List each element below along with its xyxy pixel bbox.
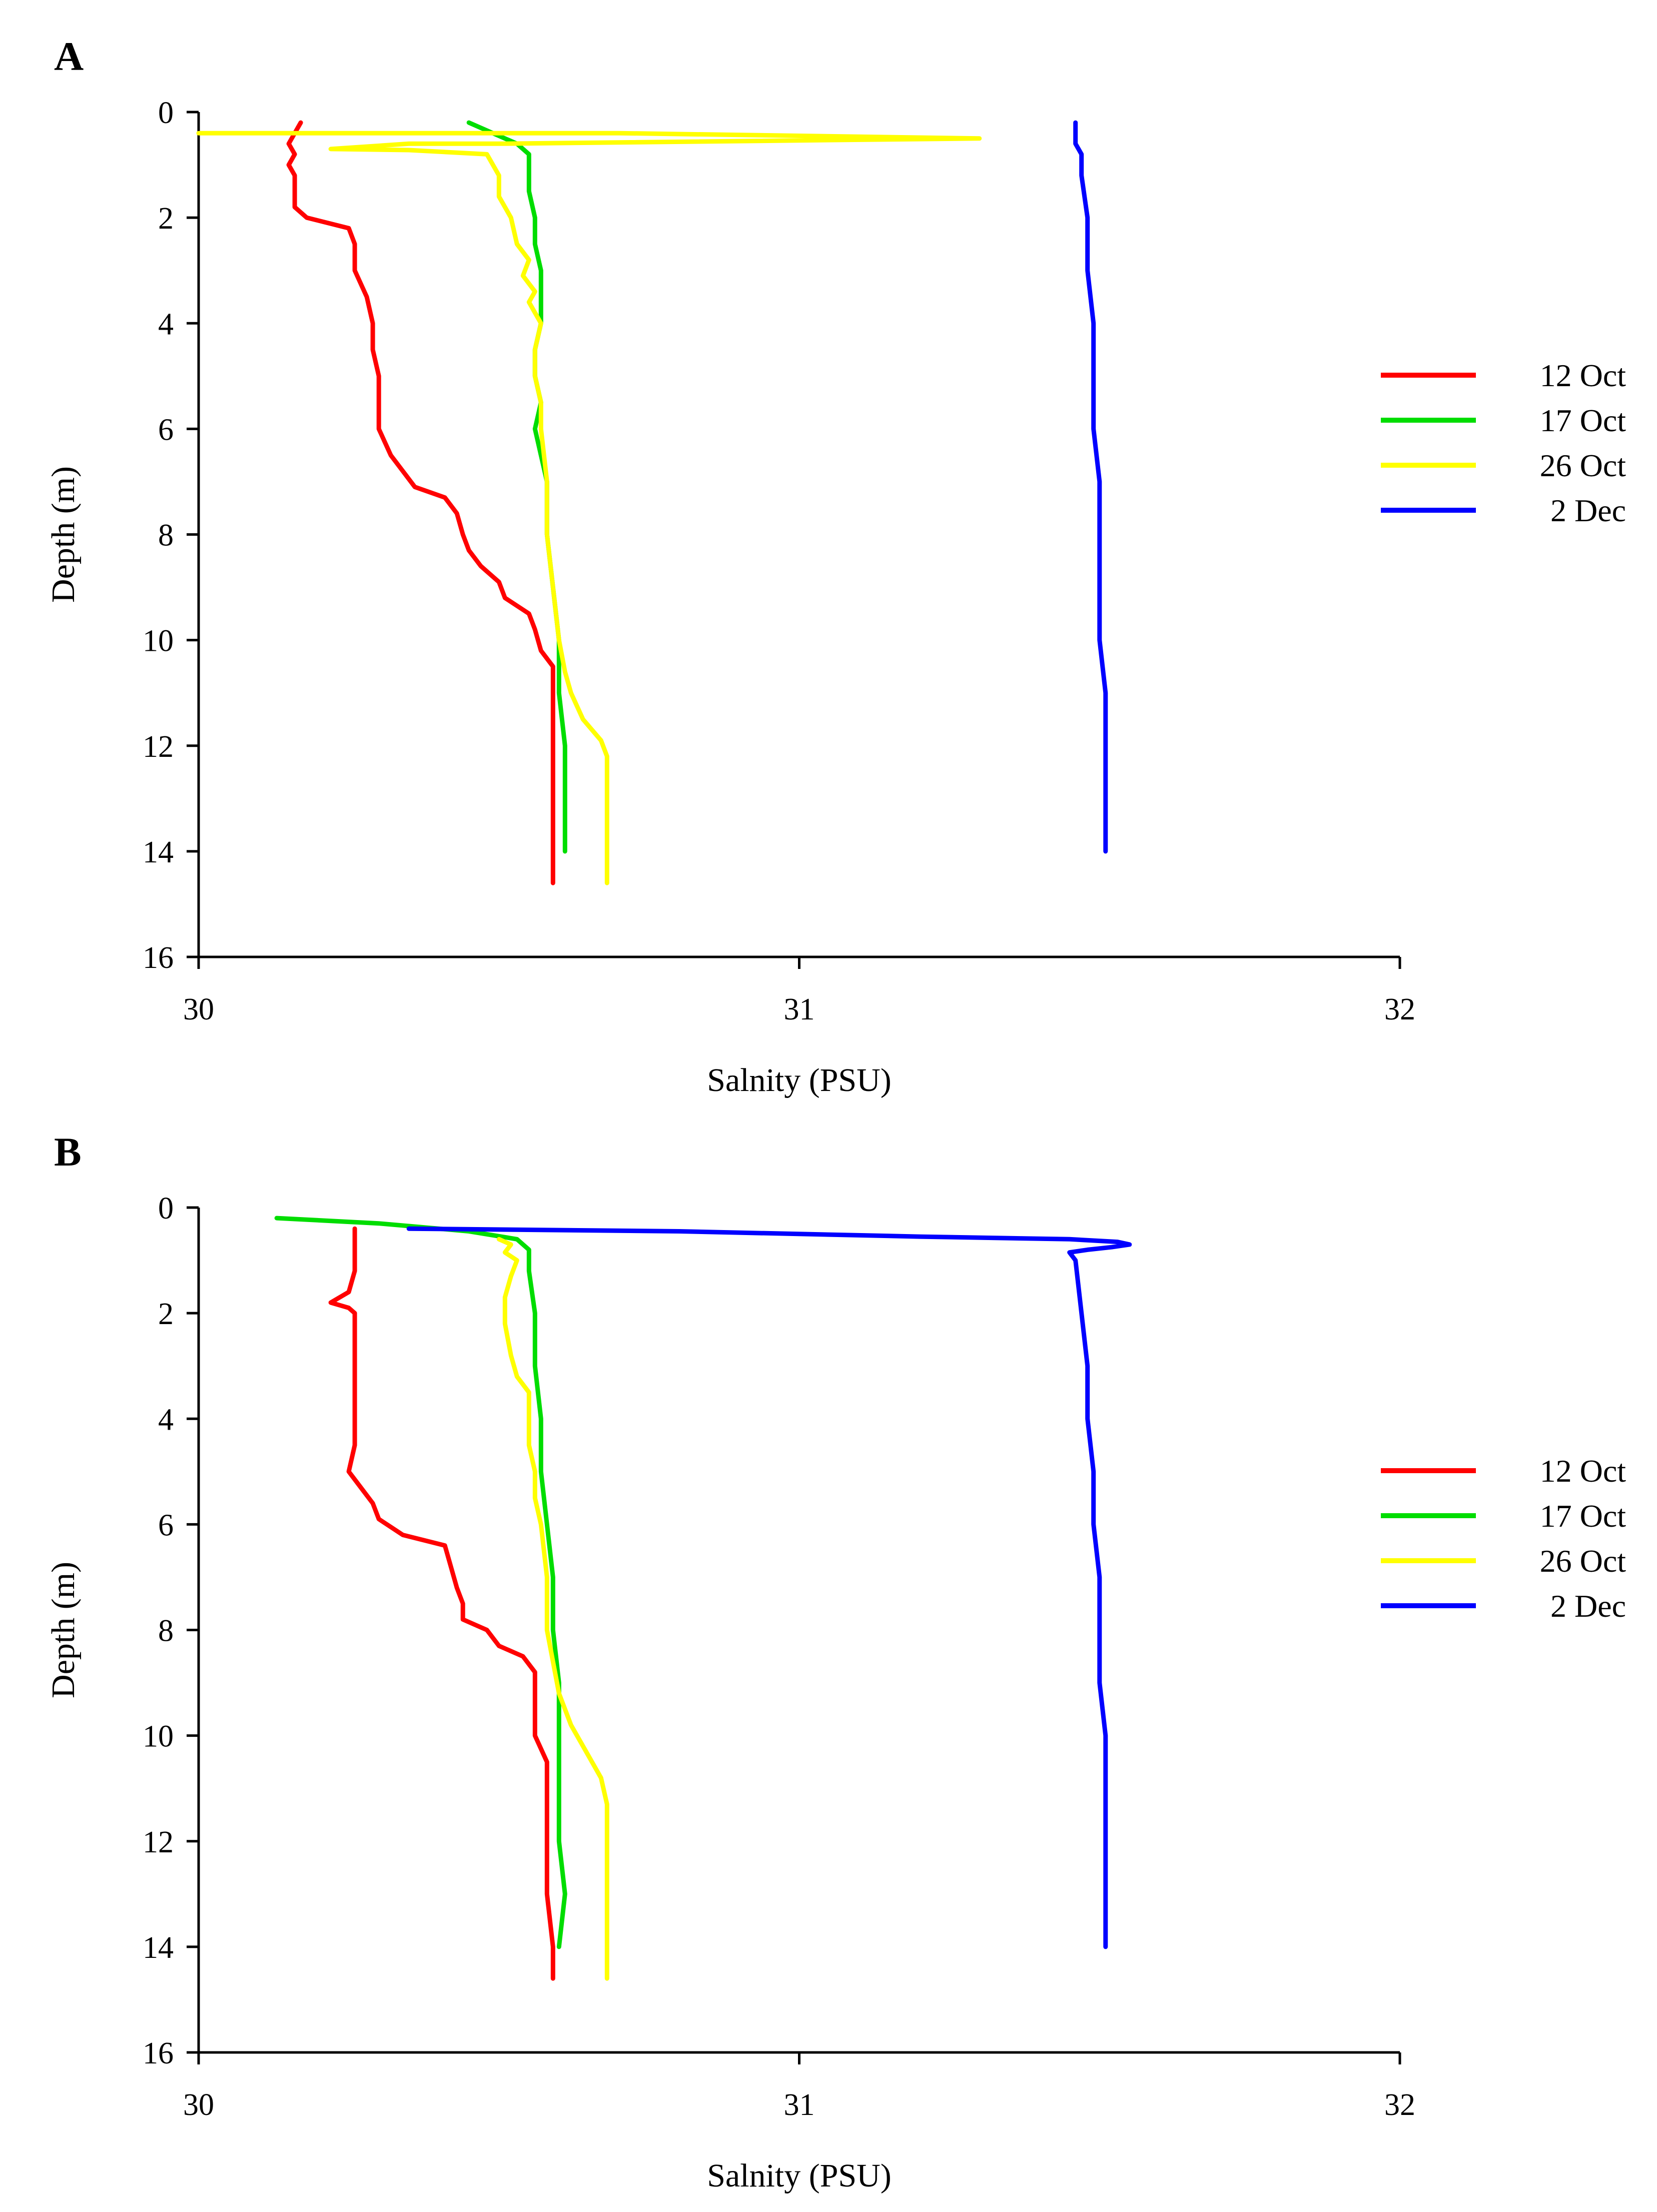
x-tick-label: 31 [784, 2088, 815, 2122]
y-tick-label: 14 [143, 835, 174, 869]
panel-label: B [54, 1129, 82, 1175]
y-tick-label: 10 [143, 1720, 174, 1754]
x-tick-label: 32 [1384, 2088, 1415, 2122]
y-tick-label: 16 [143, 941, 174, 975]
legend: 12 Oct 17 Oct 26 Oct 2 Dec [1381, 1453, 1626, 1624]
y-tick-label: 4 [158, 307, 174, 341]
series-line-12-oct [286, 120, 555, 885]
legend-label: 2 Dec [1550, 1588, 1626, 1624]
series-line-2-dec [406, 1226, 1132, 1949]
y-tick-label: 8 [158, 1614, 174, 1648]
series-line-17-oct [274, 1216, 567, 1949]
x-tick-label: 30 [183, 992, 214, 1026]
y-tick-label: 0 [158, 1192, 174, 1226]
x-tick-label: 31 [784, 992, 815, 1026]
y-tick-label: 14 [143, 1931, 174, 1965]
series-line-12-oct [328, 1226, 555, 1981]
chart-panel-a: A 0 2 4 6 8 10 12 14 16 30 31 32 Salnity (PSU) Depth (… [45, 34, 1626, 1098]
y-tick-label: 4 [158, 1403, 174, 1437]
y-tick-label: 2 [158, 202, 174, 236]
y-tick-label: 6 [158, 1508, 174, 1542]
series-line-2-dec [1073, 120, 1108, 854]
y-tick-label: 8 [158, 519, 174, 553]
legend: 12 Oct 17 Oct 26 Oct 2 Dec [1381, 358, 1626, 528]
y-tick-label: 2 [158, 1297, 174, 1331]
x-axis-label: Salnity (PSU) [707, 2157, 892, 2194]
y-axis-label: Depth (m) [45, 1562, 82, 1698]
y-tick-label: 16 [143, 2036, 174, 2070]
y-tick-label: 12 [143, 1825, 174, 1859]
y-tick-label: 0 [158, 96, 174, 130]
x-tick-label: 30 [183, 2088, 214, 2122]
y-tick-label: 10 [143, 624, 174, 658]
chart-panel-b: B 0 2 4 6 8 10 12 14 16 30 31 32 Salnity (PSU) Depth (… [45, 1129, 1626, 2194]
legend-label: 12 Oct [1540, 358, 1626, 393]
x-axis-label: Salnity (PSU) [707, 1062, 892, 1098]
legend-label: 26 Oct [1540, 1543, 1626, 1579]
legend-label: 2 Dec [1550, 493, 1626, 528]
y-tick-label: 12 [143, 730, 174, 764]
legend-label: 12 Oct [1540, 1453, 1626, 1489]
legend-label: 26 Oct [1540, 448, 1626, 483]
legend-label: 17 Oct [1540, 1498, 1626, 1534]
y-axis-label: Depth (m) [45, 466, 82, 603]
y-tick-label: 6 [158, 413, 174, 447]
series-line-26-oct [496, 1237, 609, 1981]
series-line-26-oct [196, 131, 982, 885]
x-tick-label: 32 [1384, 992, 1415, 1026]
panel-label: A [54, 34, 84, 79]
legend-label: 17 Oct [1540, 403, 1626, 438]
